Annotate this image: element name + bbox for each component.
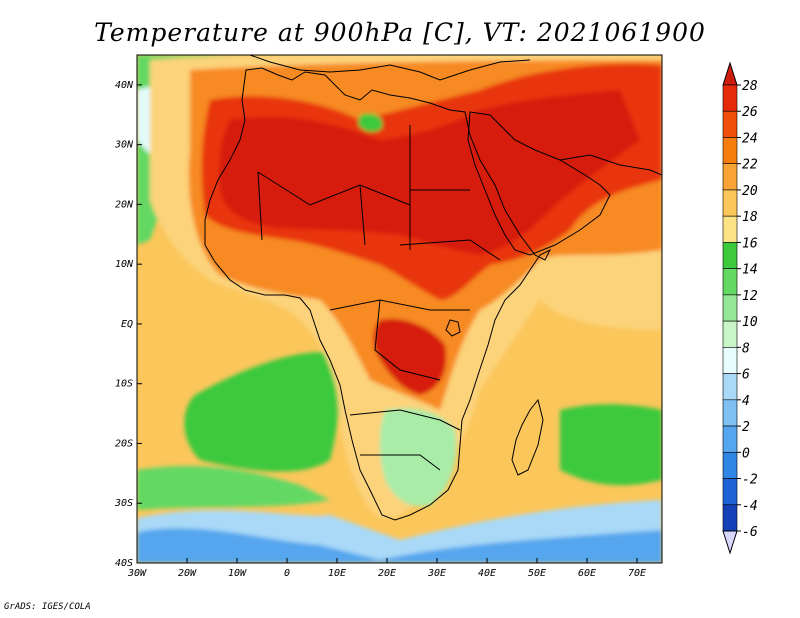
y-tick-label: 30N: [114, 140, 134, 151]
longitude-axis: 30W 20W 10W 0 10E 20E 30E 40E 50E 60E 70E: [127, 558, 646, 579]
colorbar-segment: [722, 110, 738, 138]
indian-ocean-green-region: [560, 404, 662, 486]
colorbar-label: 0: [742, 446, 750, 461]
southern-africa-green-region: [379, 408, 457, 507]
colorbar-segment: [722, 451, 738, 479]
madagascar-coastline: [511, 398, 544, 476]
grads-credit: GrADS: IGES/COLA: [4, 602, 91, 612]
colorbar-segment: [722, 425, 738, 453]
coastlines-and-borders: [204, 55, 662, 521]
x-tick-label: 30W: [127, 568, 147, 579]
colorbar-segment: [722, 242, 738, 269]
colorbar-segment: [722, 294, 738, 322]
lake-victoria: [445, 319, 461, 337]
colorbar-label: 8: [742, 341, 750, 356]
colorbar-label: 14: [742, 263, 758, 278]
sahara-border-2: [257, 171, 263, 241]
colorbar-label: 20: [742, 184, 758, 199]
colorbar-segment: [722, 84, 738, 112]
south-atlantic-green-band: [137, 465, 330, 510]
y-tick-label: 40S: [115, 558, 133, 569]
central-border-2: [374, 299, 441, 381]
x-tick-label: 0: [284, 568, 290, 579]
colorbar-segment: [722, 189, 738, 217]
colorbar-segment: [722, 504, 738, 532]
colorbar-label: 12: [742, 289, 758, 304]
south-border-1: [349, 409, 461, 431]
sahara-border-3: [359, 184, 366, 246]
colorbar-segment: [722, 373, 738, 401]
x-tick-label: 30E: [427, 568, 446, 579]
colorbar-label: 10: [742, 315, 758, 330]
central-border-1: [329, 299, 470, 311]
colorbar-bottom-arrow: [722, 530, 738, 555]
colorbar-segment: [722, 478, 738, 506]
y-tick-label: 10S: [115, 379, 133, 390]
y-tick-label: 30S: [114, 498, 133, 509]
colorbar-segment: [722, 215, 738, 243]
colorbar-label: 22: [742, 158, 758, 173]
x-tick-label: 40E: [478, 568, 496, 579]
chart-title: Temperature at 900hPa [C], VT: 202106190…: [94, 18, 706, 47]
persian-gulf-coastline: [559, 154, 662, 176]
east-border: [399, 239, 501, 261]
colorbar-label: 2: [742, 420, 750, 435]
x-tick-label: 10E: [328, 568, 346, 579]
x-tick-label: 70E: [628, 568, 646, 579]
map-frame: [136, 54, 663, 564]
central-africa-hot-spot: [373, 318, 447, 395]
colorbar-label: -4: [742, 499, 758, 514]
south-border-2: [360, 454, 441, 471]
colorbar-label: 26: [742, 105, 758, 120]
x-tick-label: 50E: [528, 568, 546, 579]
colorbar-segment: [722, 137, 738, 165]
arabian-peninsula-coastline: [467, 111, 611, 256]
colorbar-label: 4: [742, 394, 750, 409]
southern-ocean-cold-band: [137, 528, 662, 563]
colorbar-segment: [722, 320, 738, 348]
y-tick-label: EQ: [121, 319, 133, 330]
colorbar-label: 6: [742, 368, 750, 383]
colorbar-label: 18: [742, 210, 758, 225]
europe-coastline: [249, 55, 531, 81]
colorbar-label: 24: [742, 131, 758, 146]
x-tick-label: 20W: [178, 568, 197, 579]
colorbar-label: 28: [742, 79, 758, 94]
hottest-land-core: [219, 90, 641, 255]
latitude-axis: 40N 30N 20N 10N EQ 10S 20S 30S 40S: [114, 80, 142, 569]
temperature-field: [137, 55, 662, 563]
colorbar-segment: [722, 347, 738, 374]
y-tick-label: 40N: [115, 80, 134, 91]
x-tick-label: 10W: [228, 568, 247, 579]
y-tick-label: 20S: [115, 438, 133, 449]
atlas-cool-spot: [358, 113, 383, 132]
y-tick-label: 20N: [115, 199, 134, 210]
colorbar-label: -2: [742, 473, 758, 488]
south-atlantic-green-region: [184, 351, 340, 472]
y-tick-label: 10N: [115, 259, 134, 270]
colorbar-label: -6: [742, 525, 758, 540]
colorbar-segment: [722, 163, 738, 191]
x-tick-label: 60E: [578, 568, 596, 579]
colorbar-segment: [722, 399, 738, 427]
colorbar-top-arrow: [722, 61, 738, 86]
colorbar-label: 16: [742, 236, 758, 251]
x-tick-label: 20E: [378, 568, 396, 579]
africa-coastline: [204, 67, 552, 521]
colorbar-segment: [722, 268, 738, 296]
